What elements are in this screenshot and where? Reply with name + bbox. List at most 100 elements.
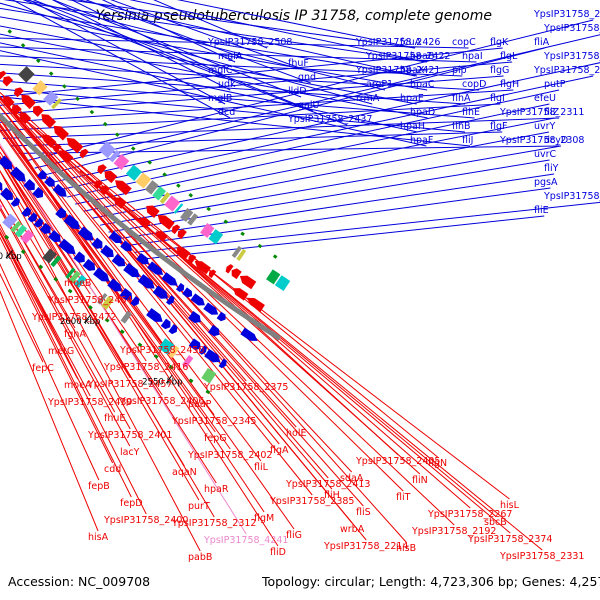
reverse-gene-label[interactable]: sbcB bbox=[484, 517, 507, 528]
reverse-gene-label[interactable]: hisA bbox=[88, 532, 109, 543]
reverse-gene-label[interactable]: fepD bbox=[120, 498, 143, 509]
forward-gene-label[interactable]: gnd bbox=[298, 72, 316, 83]
forward-gene-label[interactable]: uvrC bbox=[534, 149, 557, 160]
reverse-gene-label[interactable]: wrbA bbox=[340, 524, 365, 535]
reverse-gene-label[interactable]: fliH bbox=[324, 490, 340, 501]
reverse-gene-label[interactable]: aqaN bbox=[172, 467, 197, 478]
reverse-gene-label[interactable]: YpsIP31758_2464 bbox=[47, 295, 132, 306]
forward-gene-label[interactable]: flgL bbox=[500, 51, 518, 62]
forward-gene-label[interactable]: hpaX bbox=[400, 65, 425, 76]
forward-gene-label[interactable]: flhA bbox=[452, 93, 471, 104]
forward-gene-label[interactable]: flgK bbox=[490, 37, 509, 48]
forward-gene-label[interactable]: YpsIP31758_2306 bbox=[543, 23, 600, 34]
forward-gene-label[interactable]: copC bbox=[452, 37, 476, 48]
forward-gene-label[interactable]: hpaB bbox=[410, 51, 434, 62]
reverse-gene-label[interactable]: YpsIP31758_2416 bbox=[103, 362, 188, 373]
reverse-gene-label[interactable]: YpsIP31758_2450 bbox=[119, 345, 204, 356]
forward-gene-label[interactable]: flgF bbox=[490, 121, 507, 132]
reverse-gene-label[interactable]: hpaR bbox=[204, 484, 229, 495]
reverse-gene-label[interactable]: YpsIP31758_2406 bbox=[119, 396, 204, 407]
reverse-gene-label[interactable]: fepB bbox=[88, 481, 110, 492]
forward-gene-label[interactable]: pip bbox=[452, 65, 467, 76]
forward-gene-label[interactable]: flgG bbox=[490, 65, 509, 76]
forward-gene-label[interactable]: YpsIP31758_2421 bbox=[355, 65, 440, 76]
reverse-gene-label[interactable]: cdd bbox=[104, 464, 121, 475]
reverse-gene-label[interactable]: YpsIP31758_2400 bbox=[103, 515, 188, 526]
forward-gene-label[interactable]: rrmA bbox=[356, 93, 380, 104]
reverse-gene-label[interactable]: YpsIP31758_2375 bbox=[203, 382, 288, 393]
reverse-gene-label[interactable]: fhuE bbox=[104, 413, 125, 424]
reverse-gene-label[interactable]: YpsIP31758_2267 bbox=[427, 509, 512, 520]
forward-gene-label[interactable]: dcyD bbox=[544, 135, 568, 146]
reverse-gene-label[interactable]: fliG bbox=[286, 530, 302, 541]
reverse-gene-label[interactable]: YpsIP31758_4241 bbox=[203, 535, 288, 546]
reverse-gene-label[interactable]: fliN bbox=[412, 475, 428, 486]
reverse-gene-label[interactable]: YpsIP31758_2312 bbox=[171, 518, 256, 529]
forward-gene-label[interactable]: YpsIP31758_2422 bbox=[365, 51, 450, 62]
reverse-gene-label[interactable]: YpsIP31758_2345 bbox=[171, 416, 256, 427]
reverse-gene-label[interactable]: YpsIP31758_2401 bbox=[87, 430, 172, 441]
forward-gene-label[interactable]: pgsA bbox=[534, 177, 558, 188]
forward-gene-label[interactable]: mglA bbox=[218, 51, 243, 62]
reverse-gene-label[interactable]: fliL bbox=[254, 462, 269, 473]
forward-gene-label[interactable]: fliE bbox=[534, 205, 549, 216]
forward-gene-label[interactable]: hpaD bbox=[410, 107, 435, 118]
reverse-gene-label[interactable]: YpsIP31758_2439 bbox=[47, 397, 132, 408]
forward-gene-label[interactable]: dcd bbox=[218, 107, 235, 118]
forward-gene-label[interactable]: aroP1 bbox=[366, 79, 393, 90]
reverse-gene-label[interactable]: YpsIP31758_2374 bbox=[467, 534, 552, 545]
reverse-gene-label[interactable]: fghA bbox=[64, 329, 86, 340]
forward-gene-label[interactable]: flhB bbox=[452, 121, 471, 132]
reverse-gene-label[interactable]: fepG bbox=[204, 433, 227, 444]
reverse-gene-label[interactable]: purT bbox=[188, 501, 210, 512]
reverse-gene-label[interactable]: lacY bbox=[120, 447, 140, 458]
reverse-gene-label[interactable]: flgA bbox=[270, 445, 289, 456]
forward-gene-label[interactable]: hpaE bbox=[400, 93, 424, 104]
reverse-gene-label[interactable]: YpsIP31758_2402 bbox=[187, 450, 272, 461]
forward-gene-label[interactable]: fcuA bbox=[400, 37, 422, 48]
reverse-gene-label[interactable]: metG bbox=[48, 346, 74, 357]
forward-gene-label[interactable]: YpsIP31758_2508 bbox=[207, 37, 292, 48]
forward-gene-label[interactable]: hpaH bbox=[400, 121, 425, 132]
forward-gene-label[interactable]: fliA bbox=[534, 37, 550, 48]
reverse-gene-label[interactable]: YpsIP31758_2472 bbox=[31, 312, 116, 323]
forward-gene-label[interactable]: hpaI bbox=[462, 51, 483, 62]
reverse-gene-label[interactable]: fliT bbox=[396, 492, 411, 503]
reverse-gene-label[interactable]: YpsIP31758_2405 bbox=[355, 456, 440, 467]
forward-gene-label[interactable]: flgI bbox=[490, 93, 505, 104]
forward-gene-label[interactable]: hpaF bbox=[410, 135, 433, 146]
forward-gene-label[interactable]: uvrY bbox=[534, 121, 556, 132]
reverse-gene-label[interactable]: hisB bbox=[396, 543, 416, 554]
gene-labels[interactable]: YpsIP31758_2508 mglA mglC udk mglB dcd fhuF gnd… bbox=[31, 9, 600, 563]
forward-gene-label[interactable]: YpsIP31758_2307 bbox=[533, 9, 600, 20]
reverse-gene-label[interactable]: holE bbox=[286, 428, 306, 439]
forward-gene-label[interactable]: flhE bbox=[462, 107, 480, 118]
forward-gene-label[interactable]: YpsIP31758_2311 bbox=[499, 107, 584, 118]
forward-gene-label[interactable]: fhuF bbox=[288, 58, 309, 69]
reverse-gene-label[interactable]: paaP bbox=[188, 399, 212, 410]
reverse-gene-label[interactable]: YpsIP31758_2385 bbox=[269, 496, 354, 507]
forward-gene-label[interactable]: lldD bbox=[288, 86, 307, 97]
forward-gene-label[interactable]: copD bbox=[462, 79, 486, 90]
reverse-gene-label[interactable]: sdaA bbox=[340, 473, 364, 484]
forward-gene-label[interactable]: YpsIP31758_2308 bbox=[499, 135, 584, 146]
forward-gene-label[interactable]: fliJ bbox=[462, 135, 473, 146]
forward-gene-label[interactable]: YpsIP31758_2437 bbox=[287, 114, 372, 125]
reverse-gene-label[interactable]: moeB bbox=[64, 278, 91, 289]
forward-gene-label[interactable]: efeU bbox=[534, 93, 556, 104]
forward-gene-label[interactable]: fliZ bbox=[544, 107, 560, 118]
reverse-gene-label[interactable]: YpsIP31758_2331 bbox=[499, 551, 584, 562]
reverse-gene-label[interactable]: fliS bbox=[356, 507, 371, 518]
reverse-gene-label[interactable]: fepC bbox=[32, 363, 54, 374]
forward-gene-label[interactable]: YpsIP31758_2426 bbox=[355, 37, 440, 48]
forward-gene-label[interactable]: fliY bbox=[544, 163, 559, 174]
forward-gene-label[interactable]: putP bbox=[544, 79, 566, 90]
reverse-gene-label[interactable]: flgN bbox=[428, 458, 447, 469]
reverse-gene-label[interactable]: YpsIP31758_2457 bbox=[87, 379, 172, 390]
forward-gene-label[interactable]: mglC bbox=[208, 65, 233, 76]
forward-gene-label[interactable]: galU bbox=[298, 100, 319, 111]
forward-gene-label[interactable]: YpsIP31758_2271 bbox=[533, 65, 600, 76]
forward-gene-label[interactable]: hpaC bbox=[410, 79, 435, 90]
reverse-gene-label[interactable]: YpsIP31758_2413 bbox=[285, 479, 370, 490]
forward-gene-label[interactable]: mglB bbox=[208, 93, 232, 104]
